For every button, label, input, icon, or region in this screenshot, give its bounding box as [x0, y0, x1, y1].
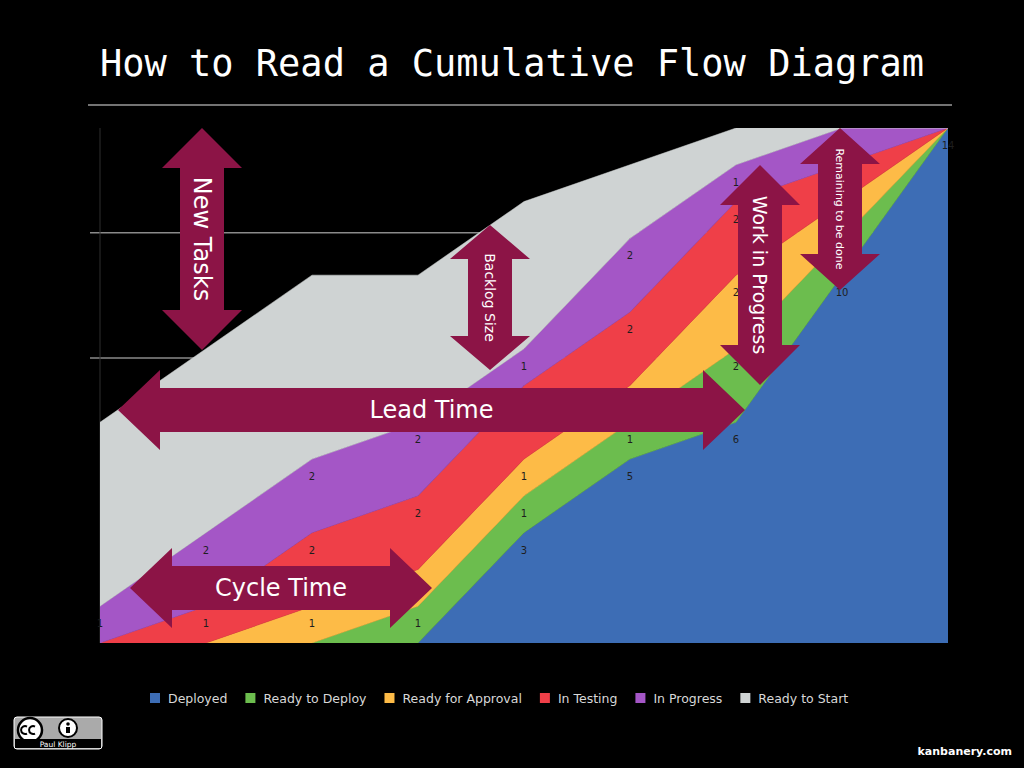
areas — [100, 128, 948, 643]
badge-by-body — [66, 727, 70, 733]
annotation-text: Work in Progress — [749, 196, 771, 355]
legend-swatch — [150, 693, 160, 703]
data-label: 1 — [415, 618, 421, 629]
data-label: 1 — [309, 618, 315, 629]
badge-by-circle — [59, 719, 77, 737]
annotation-arrow — [130, 548, 432, 628]
license-holder: Paul Klipp — [40, 740, 77, 749]
data-label: 1 — [521, 508, 527, 519]
data-label: 1 — [733, 177, 739, 188]
legend-swatch — [635, 693, 645, 703]
source-site: kanbanery.com — [918, 745, 1012, 758]
badge-cc-mark — [21, 726, 27, 734]
data-label: 2 — [309, 471, 315, 482]
area-ready-for-approval — [100, 128, 948, 643]
legend-label: Ready for Approval — [402, 691, 521, 706]
annotation-text: Cycle Time — [215, 574, 347, 602]
badge-by-head — [66, 722, 70, 726]
area-ready-to-start — [100, 128, 948, 606]
annotation-arrow — [162, 128, 242, 350]
annotation-text: New Tasks — [188, 177, 216, 301]
data-label: 1 — [627, 434, 633, 445]
data-label: 14 — [942, 140, 955, 151]
badge-cc-mark — [29, 726, 35, 734]
annotation-text: Backlog Size — [482, 253, 498, 342]
title: How to Read a Cumulative Flow Diagram — [100, 42, 924, 85]
data-label: 2 — [203, 545, 209, 556]
annotation-arrow — [118, 370, 745, 450]
annotation-arrow — [720, 165, 800, 385]
annotation-text: Lead Time — [369, 396, 493, 424]
data-label: 2 — [627, 250, 633, 261]
legend-label: In Testing — [558, 691, 618, 706]
legend-swatch — [540, 693, 550, 703]
data-label: 2 — [309, 545, 315, 556]
legend-swatch — [384, 693, 394, 703]
chart-canvas: How to Read a Cumulative Flow Diagram 3 5 6… — [0, 0, 1024, 768]
data-label: 2 — [415, 508, 421, 519]
data-label: 1 — [97, 618, 103, 629]
legend-label: Deployed — [168, 691, 227, 706]
legend: Deployed Ready to Deploy Ready for Approva… — [150, 691, 848, 706]
area-deployed — [100, 128, 948, 643]
data-label: 1 — [521, 471, 527, 482]
legend-label: In Progress — [653, 691, 722, 706]
annotation-text: Remaining to be done — [833, 148, 846, 269]
badge-frame — [14, 717, 102, 749]
data-label: 3 — [521, 545, 527, 556]
data-label: 1 — [521, 361, 527, 372]
data-label: 1 — [203, 618, 209, 629]
annotations: New Tasks Backlog Size Lead Time Work in Pr… — [118, 128, 880, 628]
annotation-arrow — [800, 128, 880, 290]
legend-swatch — [740, 693, 750, 703]
badge-cc-circle — [18, 718, 42, 742]
data-label: 6 — [733, 434, 739, 445]
data-label: 2 — [415, 434, 421, 445]
data-label: 2 — [627, 324, 633, 335]
area-in-progress — [100, 128, 948, 643]
legend-label: Ready to Deploy — [263, 691, 367, 706]
area-ready-to-deploy — [100, 128, 948, 643]
annotation-arrow — [450, 225, 530, 370]
badge-strip — [15, 739, 101, 748]
legend-swatch — [245, 693, 255, 703]
data-label: 5 — [627, 471, 633, 482]
license-badge: Paul Klipp — [14, 717, 102, 749]
area-in-testing — [100, 128, 948, 643]
title-separator — [88, 104, 952, 106]
data-label: 10 — [836, 287, 849, 298]
legend-label: Ready to Start — [758, 691, 848, 706]
